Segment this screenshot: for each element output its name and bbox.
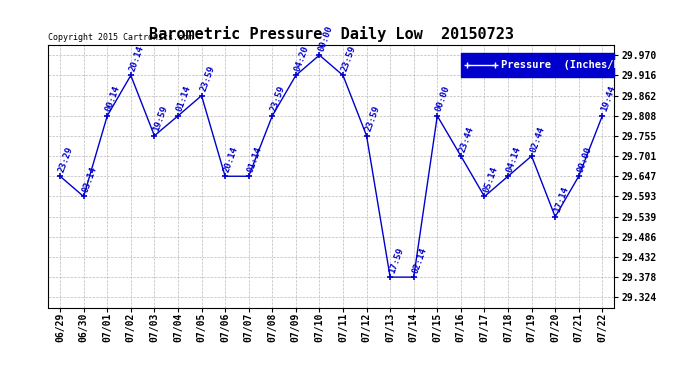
Text: 02:14: 02:14	[411, 246, 428, 274]
Text: 02:44: 02:44	[529, 125, 546, 153]
Text: 01:14: 01:14	[175, 85, 193, 113]
Pressure  (Inches/Hg)	[457, 154, 465, 158]
Text: 17:59: 17:59	[387, 246, 405, 274]
Pressure  (Inches/Hg)	[480, 194, 489, 199]
Pressure  (Inches/Hg)	[339, 73, 347, 78]
Pressure  (Inches/Hg)	[575, 174, 583, 178]
Pressure  (Inches/Hg)	[527, 154, 535, 158]
Text: 23:44: 23:44	[458, 125, 475, 153]
Text: 01:14: 01:14	[246, 145, 264, 174]
Pressure  (Inches/Hg)	[197, 93, 206, 98]
Title: Barometric Pressure  Daily Low  20150723: Barometric Pressure Daily Low 20150723	[149, 27, 513, 42]
Text: 19:44: 19:44	[600, 85, 617, 113]
Text: 23:59: 23:59	[364, 105, 382, 133]
Text: 00:14: 00:14	[104, 85, 122, 113]
Text: 23:59: 23:59	[340, 44, 357, 73]
Text: Pressure  (Inches/Hg): Pressure (Inches/Hg)	[501, 60, 632, 70]
Pressure  (Inches/Hg)	[56, 174, 64, 178]
Pressure  (Inches/Hg)	[362, 134, 371, 138]
Text: 23:59: 23:59	[199, 64, 216, 93]
FancyBboxPatch shape	[462, 53, 614, 76]
Pressure  (Inches/Hg)	[244, 174, 253, 178]
Pressure  (Inches/Hg)	[127, 73, 135, 78]
Pressure  (Inches/Hg)	[551, 214, 560, 219]
Text: 20:14: 20:14	[222, 145, 240, 174]
Pressure  (Inches/Hg)	[504, 174, 512, 178]
Pressure  (Inches/Hg)	[386, 275, 394, 279]
Text: 00:00: 00:00	[317, 24, 334, 52]
Pressure  (Inches/Hg)	[221, 174, 229, 178]
Pressure  (Inches/Hg)	[292, 73, 300, 78]
Pressure  (Inches/Hg)	[315, 53, 324, 57]
Text: 00:00: 00:00	[576, 145, 593, 174]
Text: 23:59: 23:59	[269, 85, 287, 113]
Text: 19:59: 19:59	[152, 105, 169, 133]
Text: 05:14: 05:14	[482, 165, 499, 194]
Pressure  (Inches/Hg)	[79, 194, 88, 199]
Text: Copyright 2015 Cartronics.com: Copyright 2015 Cartronics.com	[48, 33, 193, 42]
Text: 03:14: 03:14	[81, 165, 99, 194]
Text: 17:14: 17:14	[552, 186, 570, 214]
Line: Pressure  (Inches/Hg): Pressure (Inches/Hg)	[57, 52, 606, 280]
Text: 20:14: 20:14	[128, 44, 146, 73]
Pressure  (Inches/Hg)	[174, 114, 182, 118]
Text: 04:14: 04:14	[505, 145, 523, 174]
Pressure  (Inches/Hg)	[433, 114, 442, 118]
Text: 04:20: 04:20	[293, 44, 310, 73]
Pressure  (Inches/Hg)	[268, 114, 277, 118]
Text: 00:00: 00:00	[435, 85, 452, 113]
Pressure  (Inches/Hg)	[598, 114, 607, 118]
Pressure  (Inches/Hg)	[410, 275, 418, 279]
Pressure  (Inches/Hg)	[150, 134, 159, 138]
Pressure  (Inches/Hg)	[103, 114, 111, 118]
Text: 23:29: 23:29	[57, 145, 75, 174]
